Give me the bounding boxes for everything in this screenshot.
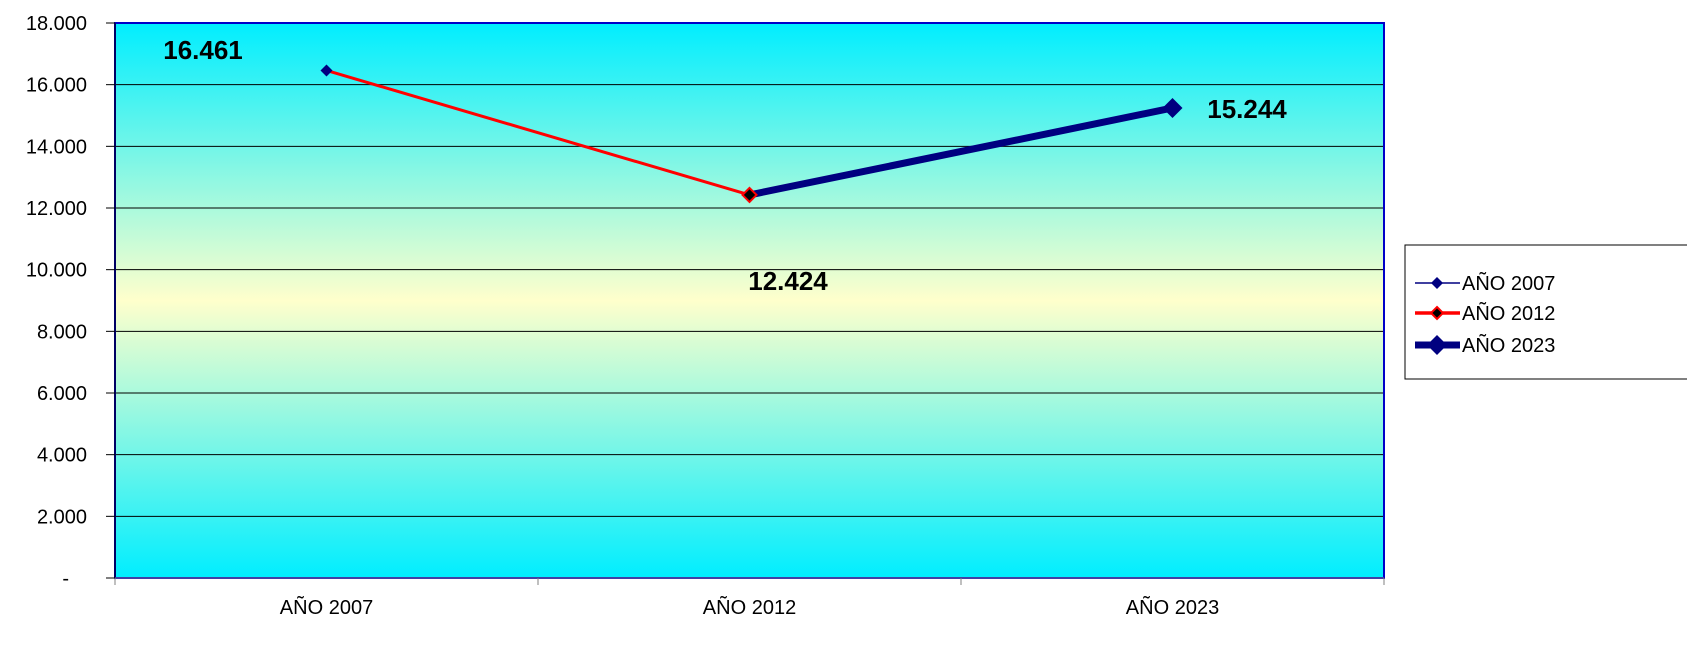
marker-point xyxy=(320,64,333,77)
y-tick-label: 8.000 xyxy=(37,321,87,343)
legend: AÑO 2007 AÑO 2012 AÑO 2023 xyxy=(1404,244,1687,380)
gridlines xyxy=(115,84,1384,517)
y-tick-label: 4.000 xyxy=(37,445,87,467)
marker-point xyxy=(1162,97,1183,118)
y-tick-label: 2.000 xyxy=(37,506,87,528)
legend-marker xyxy=(1427,335,1447,355)
marker-point xyxy=(741,186,758,204)
y-tick-label: 14.000 xyxy=(26,136,87,158)
series-line xyxy=(325,68,751,197)
x-tick-label: AÑO 2012 xyxy=(703,595,796,619)
y-tick-label: 12.000 xyxy=(26,198,87,220)
legend-marker xyxy=(1429,305,1445,321)
y-tick-label: 18.000 xyxy=(26,13,87,35)
series-lines xyxy=(320,64,1183,204)
series-line xyxy=(746,104,1176,199)
legend-label: AÑO 2023 xyxy=(1462,333,1555,357)
x-tick-label: AÑO 2023 xyxy=(1126,595,1219,619)
y-tick-label: 6.000 xyxy=(37,383,87,405)
data-labels: 16.461 12.424 15.244 xyxy=(163,35,1287,296)
legend-label: AÑO 2007 xyxy=(1462,271,1555,295)
y-tick-label: 10.000 xyxy=(26,260,87,282)
y-tick-label: 16.000 xyxy=(26,75,87,97)
data-label: 15.244 xyxy=(1207,94,1287,124)
y-tick-label: - xyxy=(62,568,69,590)
plot-area xyxy=(115,23,1384,578)
data-label: 12.424 xyxy=(748,266,828,296)
legend-label: AÑO 2012 xyxy=(1462,301,1555,325)
data-label: 16.461 xyxy=(163,35,243,65)
x-tick-label: AÑO 2007 xyxy=(280,595,373,619)
legend-marker xyxy=(1431,277,1443,289)
axes: - 2.000 4.000 6.000 8.000 10.000 12.000 14.000 1… xyxy=(26,13,1385,619)
